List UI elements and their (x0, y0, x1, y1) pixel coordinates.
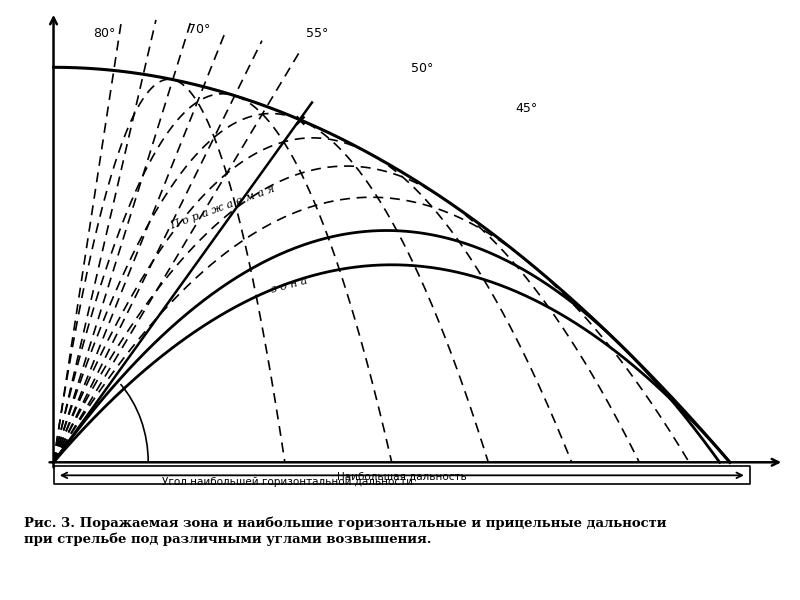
Text: Наибольшая дальность: Наибольшая дальность (337, 472, 466, 482)
Text: 55°: 55° (306, 26, 329, 40)
Text: з о н а: з о н а (270, 275, 309, 295)
Text: 70°: 70° (188, 23, 210, 36)
Text: Рис. 3. Поражаемая зона и наибольшие горизонтальные и прицельные дальности
при с: Рис. 3. Поражаемая зона и наибольшие гор… (24, 517, 666, 546)
Text: Угол наибольшей горизонтальной дальности: Угол наибольшей горизонтальной дальности (162, 476, 413, 487)
Text: 80°: 80° (93, 26, 115, 40)
Text: 50°: 50° (411, 62, 434, 75)
Text: 45°: 45° (516, 101, 538, 115)
Text: П о р а ж а е м а я: П о р а ж а е м а я (169, 184, 276, 231)
